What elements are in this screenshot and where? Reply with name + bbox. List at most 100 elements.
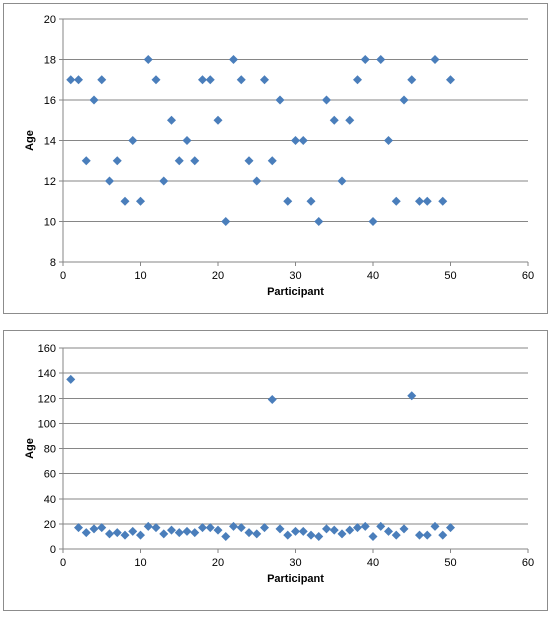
chart2-x-tick-label-2: 20 [212,557,224,569]
chart2-point-40 [368,531,378,541]
chart2-point-49 [438,530,448,540]
chart1-point-7 [112,156,122,166]
chart1-x-tick-label-3: 30 [289,270,301,282]
chart2-point-47 [422,530,432,540]
chart2-point-9 [128,526,138,536]
chart1-point-38 [353,75,362,85]
chart2-point-15 [174,528,184,538]
chart1-point-49 [438,196,448,206]
chart2-point-16 [182,526,192,536]
chart2-point-4 [89,524,99,534]
chart1-point-8 [120,196,130,206]
chart1-point-13 [159,176,169,186]
chart1-point-19 [205,75,215,85]
chart2-point-35 [329,525,339,535]
chart2-point-17 [190,528,200,538]
chart2-point-18 [198,523,207,533]
chart2-point-2 [74,523,83,533]
chart2-point-23 [236,523,246,533]
chart1-point-32 [306,196,316,206]
chart2-point-29 [283,530,293,540]
chart2-x-tick-label-0: 0 [60,557,66,569]
chart2-point-13 [159,529,169,539]
chart2-point-6 [105,529,114,539]
chart1-point-46 [415,196,424,206]
scatter-chart-1: 8 10 12 14 16 18 20 0 10 20 30 40 50 60 Participant Age [24,14,534,298]
chart1-point-36 [337,176,347,186]
chart1-x-tick-label-1: 10 [134,270,146,282]
chart2-point-30 [291,526,300,536]
chart1-y-tick-label-5: 18 [44,55,56,67]
chart2-point-36 [337,529,347,539]
chart-panel-2: 0 20 40 60 80 100 120 140 160 0 10 20 30 40 50 60 Partic… [3,330,548,611]
chart2-point-31 [298,526,308,536]
chart2-point-44 [399,524,409,534]
chart2-point-19 [205,523,215,533]
chart2-point-8 [120,530,130,540]
chart1-point-5 [97,75,107,85]
chart1-point-21 [221,217,231,226]
chart1-point-25 [252,176,262,186]
chart1-point-14 [167,115,176,125]
chart1-y-tick-label-3: 14 [44,136,56,148]
chart2-point-22 [229,521,238,531]
chart2-point-43 [391,530,401,540]
chart1-point-26 [260,75,269,85]
chart1-point-50 [446,75,455,85]
chart1-point-10 [136,196,145,206]
chart1-point-16 [182,136,192,145]
chart2-point-3 [81,528,91,538]
chart1-point-47 [422,196,432,206]
chart1-y-tick-label-2: 12 [44,176,56,188]
chart2-point-24 [244,528,254,538]
chart1-point-31 [298,136,308,145]
chart2-y-tick-label-4: 80 [44,444,56,456]
chart1-point-17 [190,156,200,166]
chart2-point-50 [446,523,455,533]
scatter-chart-2: 0 20 40 60 80 100 120 140 160 0 10 20 30 40 50 60 Partic… [24,343,534,585]
chart2-y-tick-label-2: 40 [44,494,56,506]
chart2-point-10 [136,530,145,540]
chart1-point-28 [275,95,285,105]
chart1-point-27 [267,156,277,166]
chart1-point-12 [151,75,161,85]
chart1-x-tick-label-5: 50 [444,270,456,282]
chart2-point-41 [376,521,386,531]
chart2-x-tick-label-5: 50 [444,557,456,569]
chart2-y-tick-label-0: 0 [50,544,56,556]
chart2-point-7 [112,528,122,538]
chart2-point-34 [322,524,331,534]
chart1-x-axis-title: Participant [267,286,324,298]
chart1-point-33 [314,217,324,226]
chart1-point-1 [66,75,76,85]
chart2-y-tick-label-6: 120 [38,393,56,405]
chart2-y-tick-label-1: 20 [44,519,56,531]
chart2-point-28 [275,524,285,534]
chart2-point-25 [252,529,262,539]
chart1-point-24 [244,156,254,166]
chart2-point-48 [430,521,440,531]
chart1-y-axis-title: Age [24,130,36,151]
chart2-point-26 [260,523,269,533]
chart1-point-43 [391,196,401,206]
chart1-point-11 [143,55,153,64]
chart1-y-tick-label-4: 16 [44,95,56,107]
chart1-x-tick-label-4: 40 [367,270,379,282]
chart1-point-39 [360,55,370,64]
chart1-x-tick-label-2: 20 [212,270,224,282]
chart1-point-44 [399,95,409,105]
chart1-point-18 [198,75,207,85]
chart2-point-37 [345,525,355,535]
chart1-point-41 [376,55,386,64]
chart1-y-tick-label-0: 8 [50,257,56,269]
chart2-point-32 [306,530,316,540]
chart1-point-40 [368,217,378,226]
chart1-point-6 [105,176,114,186]
chart1-point-3 [81,156,91,166]
chart2-point-20 [213,525,223,535]
chart1-point-37 [345,115,355,125]
chart2-point-1 [66,374,76,384]
chart2-point-45 [407,391,417,401]
chart1-point-34 [322,95,331,105]
chart2-point-27 [267,395,277,405]
